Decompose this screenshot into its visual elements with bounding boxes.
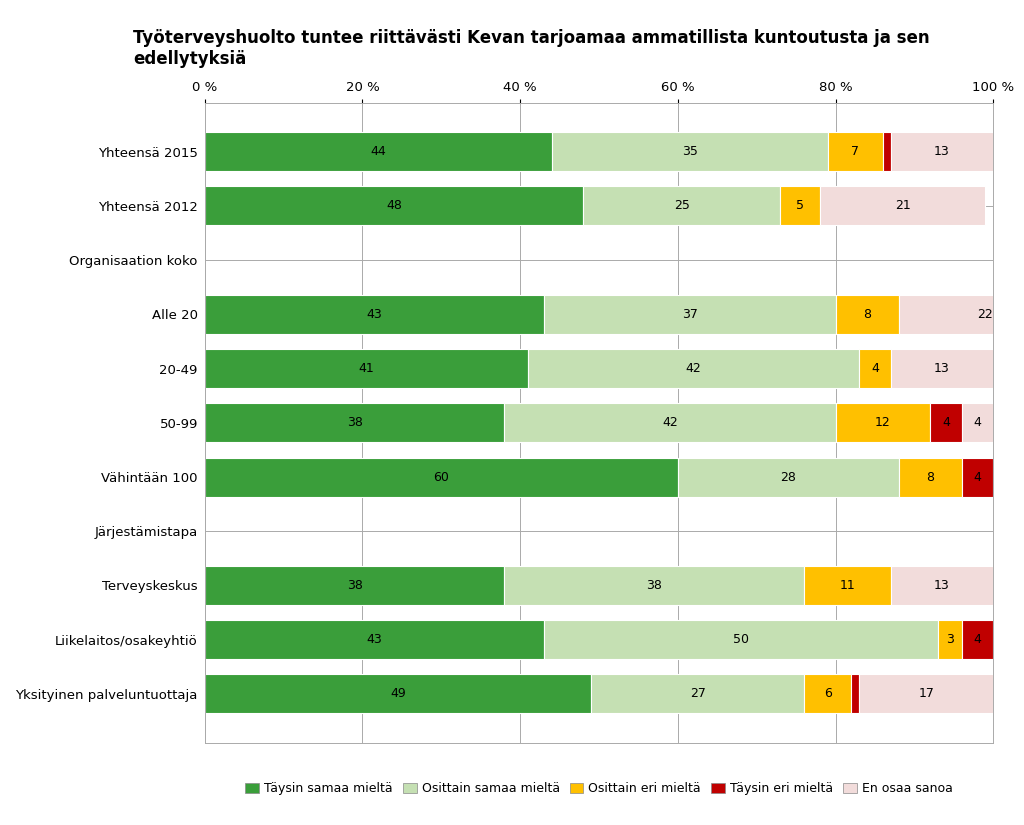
Text: 43: 43 bbox=[367, 634, 382, 646]
Bar bbox=[584, 186, 780, 225]
Text: 22: 22 bbox=[978, 308, 993, 321]
Text: 8: 8 bbox=[926, 470, 934, 483]
Text: 42: 42 bbox=[686, 362, 701, 375]
Bar bbox=[205, 674, 591, 714]
Text: 7: 7 bbox=[851, 145, 859, 158]
Bar bbox=[851, 674, 859, 714]
Text: 28: 28 bbox=[780, 470, 797, 483]
Bar bbox=[205, 620, 544, 659]
Text: 13: 13 bbox=[934, 362, 950, 375]
Bar bbox=[891, 349, 993, 388]
Text: 13: 13 bbox=[934, 579, 950, 592]
Bar bbox=[883, 132, 891, 172]
Text: 38: 38 bbox=[347, 417, 362, 429]
Text: Työterveyshuolto tuntee riittävästi Kevan tarjoamaa ammatillista kuntoutusta ja : Työterveyshuolto tuntee riittävästi Keva… bbox=[133, 29, 930, 68]
Bar bbox=[505, 566, 804, 605]
Text: 42: 42 bbox=[663, 417, 678, 429]
Bar bbox=[205, 458, 678, 497]
Bar bbox=[891, 132, 993, 172]
Bar bbox=[205, 403, 505, 442]
Bar bbox=[544, 295, 836, 334]
Bar bbox=[205, 349, 528, 388]
Text: 3: 3 bbox=[946, 634, 953, 646]
Bar bbox=[544, 620, 938, 659]
Text: 50: 50 bbox=[733, 634, 749, 646]
Bar bbox=[962, 458, 993, 497]
Bar bbox=[859, 349, 891, 388]
Bar bbox=[804, 566, 891, 605]
Text: 4: 4 bbox=[974, 417, 981, 429]
Text: 12: 12 bbox=[876, 417, 891, 429]
Bar bbox=[891, 566, 993, 605]
Text: 8: 8 bbox=[863, 308, 871, 321]
Text: 41: 41 bbox=[358, 362, 375, 375]
Bar bbox=[899, 458, 962, 497]
Bar bbox=[938, 620, 962, 659]
Bar bbox=[205, 132, 552, 172]
Text: 11: 11 bbox=[840, 579, 855, 592]
Bar bbox=[820, 186, 985, 225]
Text: 44: 44 bbox=[371, 145, 386, 158]
Bar bbox=[205, 295, 544, 334]
Text: 13: 13 bbox=[934, 145, 950, 158]
Bar bbox=[678, 458, 899, 497]
Text: 25: 25 bbox=[674, 200, 690, 212]
Text: 17: 17 bbox=[919, 687, 934, 700]
Text: 60: 60 bbox=[433, 470, 450, 483]
Text: 4: 4 bbox=[974, 634, 981, 646]
Legend: Täysin samaa mieltä, Osittain samaa mieltä, Osittain eri mieltä, Täysin eri miel: Täysin samaa mieltä, Osittain samaa miel… bbox=[241, 777, 957, 800]
Bar bbox=[962, 403, 993, 442]
Text: 27: 27 bbox=[689, 687, 706, 700]
Text: 43: 43 bbox=[367, 308, 382, 321]
Bar bbox=[930, 403, 962, 442]
Bar bbox=[859, 674, 993, 714]
Bar bbox=[205, 566, 505, 605]
Bar bbox=[836, 295, 899, 334]
Text: 37: 37 bbox=[682, 308, 697, 321]
Text: 49: 49 bbox=[390, 687, 406, 700]
Bar bbox=[962, 620, 993, 659]
Bar bbox=[528, 349, 859, 388]
Text: 5: 5 bbox=[796, 200, 804, 212]
Bar bbox=[780, 186, 820, 225]
Text: 4: 4 bbox=[974, 470, 981, 483]
Bar bbox=[836, 403, 930, 442]
Text: 4: 4 bbox=[871, 362, 879, 375]
Text: 38: 38 bbox=[646, 579, 663, 592]
Text: 4: 4 bbox=[942, 417, 950, 429]
Text: 48: 48 bbox=[386, 200, 402, 212]
Bar bbox=[827, 132, 883, 172]
Bar bbox=[899, 295, 1024, 334]
Text: 38: 38 bbox=[347, 579, 362, 592]
Bar bbox=[552, 132, 827, 172]
Bar bbox=[804, 674, 851, 714]
Bar bbox=[505, 403, 836, 442]
Text: 6: 6 bbox=[823, 687, 831, 700]
Bar bbox=[205, 186, 584, 225]
Text: 35: 35 bbox=[682, 145, 697, 158]
Text: 21: 21 bbox=[895, 200, 910, 212]
Bar bbox=[591, 674, 804, 714]
